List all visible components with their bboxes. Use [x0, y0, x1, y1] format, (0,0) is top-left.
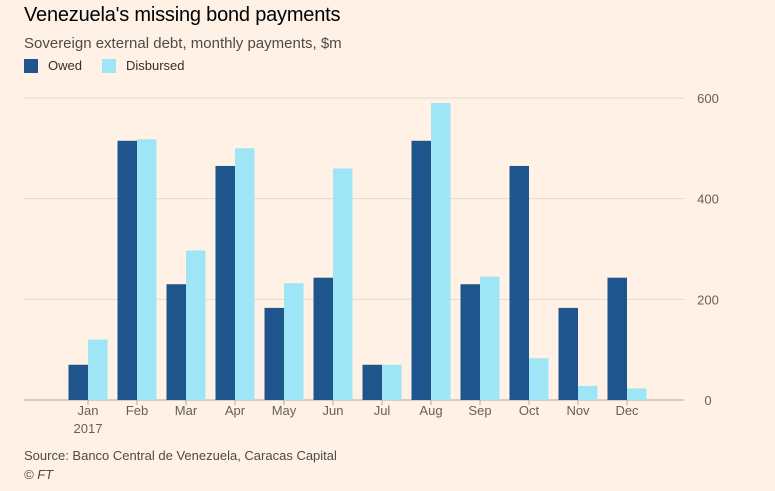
source-note: Source: Banco Central de Venezuela, Cara…	[24, 448, 337, 463]
x-tick-label: May	[272, 403, 297, 418]
x-tick-label: Nov	[566, 403, 590, 418]
x-tick-label: Jun	[323, 403, 344, 418]
x-tick-label: Mar	[175, 403, 198, 418]
bar-owed	[117, 140, 137, 401]
x-tick-label: Oct	[519, 403, 540, 418]
y-tick-label: 400	[697, 192, 719, 207]
chart-title: Venezuela's missing bond payments	[24, 4, 341, 26]
bar-disbursed	[284, 283, 304, 400]
x-tick-label: Apr	[225, 403, 246, 418]
bar-owed	[460, 284, 480, 400]
legend-label-disbursed: Disbursed	[125, 58, 185, 73]
bar-owed	[264, 307, 284, 400]
y-tick-label: 200	[697, 292, 719, 307]
bar-disbursed	[431, 103, 451, 401]
bar-disbursed	[480, 276, 500, 400]
bar-owed	[313, 277, 333, 400]
legend-item-disbursed: Disbursed	[101, 58, 185, 73]
copyright-credit: © FT	[24, 467, 54, 482]
x-tick-label: Jul	[374, 403, 391, 418]
legend-swatch-disbursed	[101, 58, 116, 73]
legend-item-owed: Owed	[24, 58, 82, 73]
bar-owed	[607, 277, 627, 400]
bar-disbursed	[333, 168, 353, 400]
bar-owed	[215, 165, 235, 400]
bar-disbursed	[186, 250, 206, 400]
bar-owed	[558, 307, 578, 400]
y-tick-label: 0	[704, 393, 711, 408]
bar-owed	[166, 284, 186, 400]
chart-legend: Owed Disbursed	[24, 58, 205, 73]
bar-disbursed	[529, 358, 549, 400]
bar-disbursed	[382, 364, 402, 400]
x-tick-sublabel: 2017	[74, 421, 103, 436]
bar-disbursed	[235, 148, 255, 400]
bar-disbursed	[137, 139, 157, 401]
x-tick-label: Sep	[468, 403, 491, 418]
x-tick-label: Feb	[126, 403, 148, 418]
y-tick-label: 600	[697, 91, 719, 106]
bar-owed	[68, 364, 88, 400]
bar-owed	[362, 364, 382, 400]
bar-owed	[509, 165, 529, 400]
bar-disbursed	[578, 385, 598, 400]
bar-disbursed	[627, 388, 647, 400]
bar-disbursed	[88, 339, 108, 400]
x-tick-label: Jan	[78, 403, 99, 418]
legend-swatch-owed	[24, 58, 38, 73]
x-tick-label: Dec	[615, 403, 639, 418]
bar-chart: 0 200 400 600 Jan Feb Mar Apr May Jun Jul Aug Sep Oct…	[24, 91, 719, 436]
x-tick-label: Aug	[419, 403, 442, 418]
bar-owed	[411, 140, 431, 401]
chart-subtitle: Sovereign external debt, monthly payment…	[24, 35, 342, 52]
legend-label-owed: Owed	[48, 58, 82, 73]
